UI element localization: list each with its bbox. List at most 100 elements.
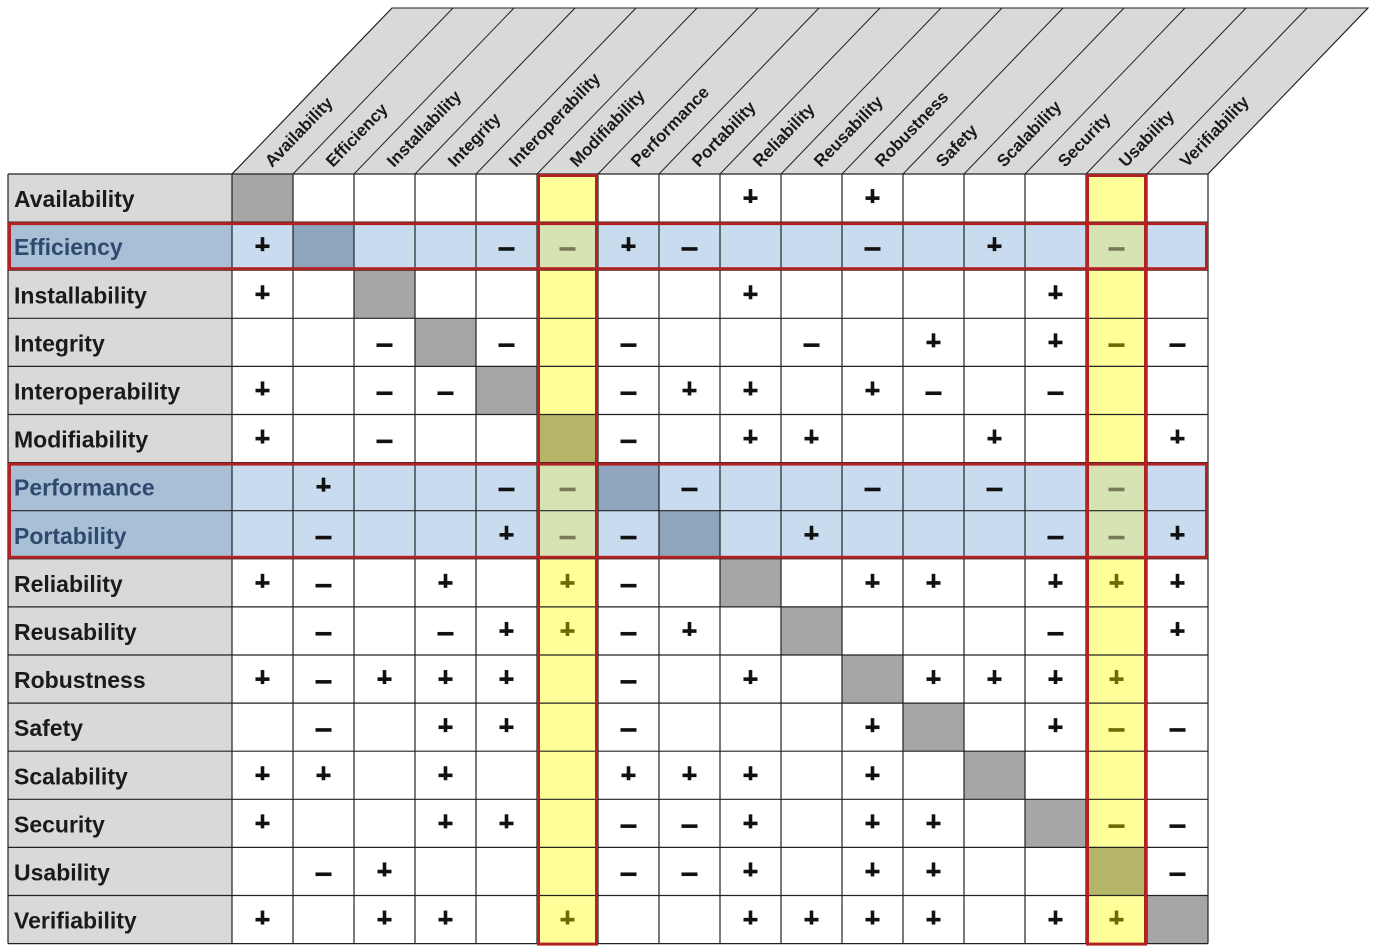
matrix-cell [903,174,964,223]
row-highlight-border [8,222,1208,271]
plus-icon [870,910,875,925]
plus-icon [260,670,265,685]
matrix-cell [1147,222,1208,271]
minus-icon [1108,824,1125,828]
minus-icon [498,343,515,347]
matrix-cell [720,606,781,655]
plus-icon [443,573,448,588]
matrix-cell [1147,318,1208,367]
matrix-cell [903,222,964,271]
minus-icon [1108,728,1125,732]
matrix-cell [476,895,537,944]
row-label-integrity: Integrity [14,330,105,356]
matrix-cell [598,606,659,655]
row-label-reusability: Reusability [14,619,137,645]
matrix-cell [232,703,293,752]
matrix-cell [476,558,537,607]
plus-icon [992,670,997,685]
minus-icon [1108,487,1125,492]
matrix-cell [659,558,720,607]
column-highlight-border [1086,174,1147,946]
matrix-cell [415,366,476,415]
matrix-cell [537,799,598,848]
matrix-cell [598,174,659,223]
row-label-cell [8,174,232,223]
matrix-cell [476,174,537,223]
matrix-cell [1025,222,1086,271]
plus-icon [1175,525,1180,540]
matrix-cell [659,847,720,896]
row-label-usability: Usability [14,859,110,885]
row-highlight-border [8,462,1208,559]
minus-icon [376,439,393,444]
column-header-divider [231,7,393,175]
column-header-divider [353,7,515,175]
plus-icon [687,621,692,636]
plus-icon [1175,573,1180,588]
diagonal-cell [842,655,903,704]
minus-icon [559,535,576,540]
matrix-cell [598,847,659,896]
minus-icon [498,487,515,492]
matrix-cell [537,703,598,752]
matrix-cell [903,270,964,319]
row-label-installability: Installability [14,282,147,308]
matrix-cell [1086,366,1147,415]
column-header-divider [1085,7,1247,175]
minus-icon [803,343,820,347]
matrix-cell [537,318,598,367]
row-label-cell [8,510,232,559]
matrix-cell [293,703,354,752]
matrix-cell [1086,318,1147,367]
matrix-cell [476,270,537,319]
matrix-cell [659,174,720,223]
minus-icon [376,343,393,347]
matrix-cell [537,222,598,271]
column-header-divider [841,7,1003,175]
row-label-safety: Safety [14,715,83,741]
plus-icon [626,237,631,252]
matrix-cell [232,606,293,655]
plus-icon [443,670,448,685]
matrix-cell [598,318,659,367]
minus-icon [437,631,454,636]
matrix-cell [903,366,964,415]
minus-icon [315,631,332,636]
matrix-cell [1147,655,1208,704]
plus-icon [748,189,753,204]
matrix-cell [964,318,1025,367]
matrix-cell [964,703,1025,752]
matrix-cell [1025,462,1086,511]
column-header-divider [719,7,881,175]
plus-icon [443,766,448,781]
plus-icon [1114,670,1119,685]
matrix-cell [598,558,659,607]
matrix-cell [1025,174,1086,223]
column-header-divider [658,7,820,175]
row-label-cell [8,462,232,511]
plus-icon [931,910,936,925]
matrix-cell [476,318,537,367]
plus-icon [687,381,692,396]
highlight-borders [8,174,1208,946]
plus-icon [443,814,448,829]
plus-icon [504,670,509,685]
plus-icon [931,573,936,588]
matrix-cell [1025,751,1086,800]
plus-icon [748,766,753,781]
matrix-cell [293,510,354,559]
matrix-cell [293,270,354,319]
matrix-cell [659,414,720,463]
matrix-cell [293,174,354,223]
matrix-cell [232,318,293,367]
matrix-cell [781,366,842,415]
matrix-cell [232,847,293,896]
minus-icon [620,824,637,828]
plus-icon [870,766,875,781]
matrix-cell [1086,222,1147,271]
matrix-cell [903,510,964,559]
matrix-cell [964,606,1025,655]
matrix-cell [720,703,781,752]
matrix-cell [1086,606,1147,655]
